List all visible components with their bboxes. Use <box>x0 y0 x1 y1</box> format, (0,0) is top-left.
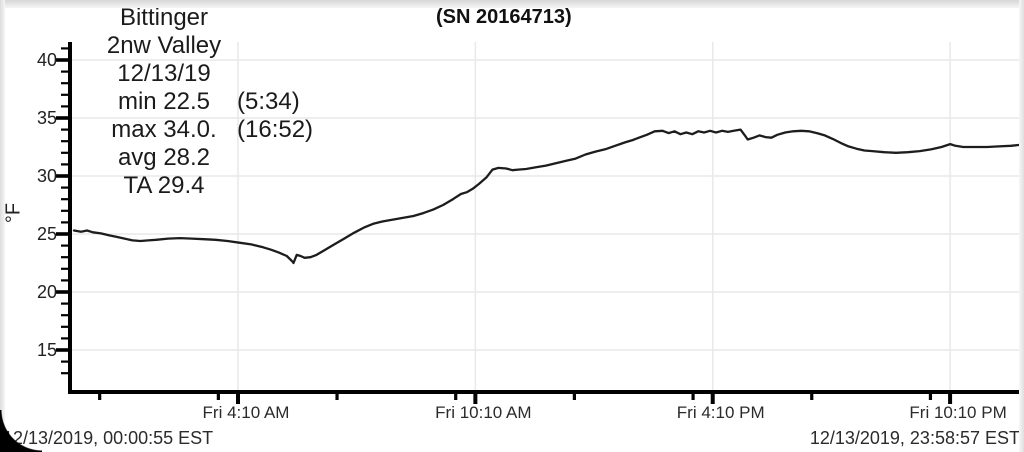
y-tick-label: 40 <box>37 50 57 70</box>
y-tick-label: 15 <box>37 340 57 360</box>
max-time: (16:52) <box>237 116 314 143</box>
y-axis-unit-label: °F <box>2 202 25 224</box>
chart-end-timestamp: 12/13/2019, 23:58:57 EST <box>809 428 1020 448</box>
chart-date: 12/13/19 <box>117 60 211 87</box>
chart-start-timestamp: 12/13/2019, 00:00:55 EST <box>3 428 214 448</box>
x-tick-label: Fri 4:10 AM <box>203 403 290 422</box>
min-stat-line: min 22.5 (5:34) <box>98 88 313 116</box>
avg-value: avg 28.2 <box>117 144 211 171</box>
station-location: 2nw Valley <box>106 32 222 59</box>
min-time: (5:34) <box>237 88 300 115</box>
min-value: min 22.5 <box>117 88 211 115</box>
station-info-block: Bittinger 2nw Valley 12/13/19 min 22.5 (5… <box>98 4 313 200</box>
ta-stat-line: TA 29.4 <box>98 172 313 200</box>
max-value: max 34.0. <box>111 116 217 143</box>
ta-value: TA 29.4 <box>123 172 205 199</box>
x-tick-label: Fri 4:10 PM <box>677 403 765 422</box>
max-stat-line: max 34.0. (16:52) <box>98 116 313 144</box>
x-tick-label: Fri 10:10 PM <box>909 403 1006 422</box>
x-tick-label: Fri 10:10 AM <box>435 403 531 422</box>
y-tick-label: 25 <box>37 224 57 244</box>
screen-rounded-corner <box>0 410 42 452</box>
station-location-line: 2nw Valley <box>98 32 313 60</box>
temperature-line <box>72 128 1023 265</box>
station-name: Bittinger <box>119 4 209 31</box>
station-name-line: Bittinger <box>98 4 313 32</box>
chart-date-line: 12/13/19 <box>98 60 313 88</box>
y-tick-label: 35 <box>37 108 57 128</box>
y-tick-label: 20 <box>37 282 57 302</box>
serial-number-label: (SN 20164713) <box>436 6 572 28</box>
y-tick-label: 30 <box>37 166 57 186</box>
avg-stat-line: avg 28.2 <box>98 144 313 172</box>
